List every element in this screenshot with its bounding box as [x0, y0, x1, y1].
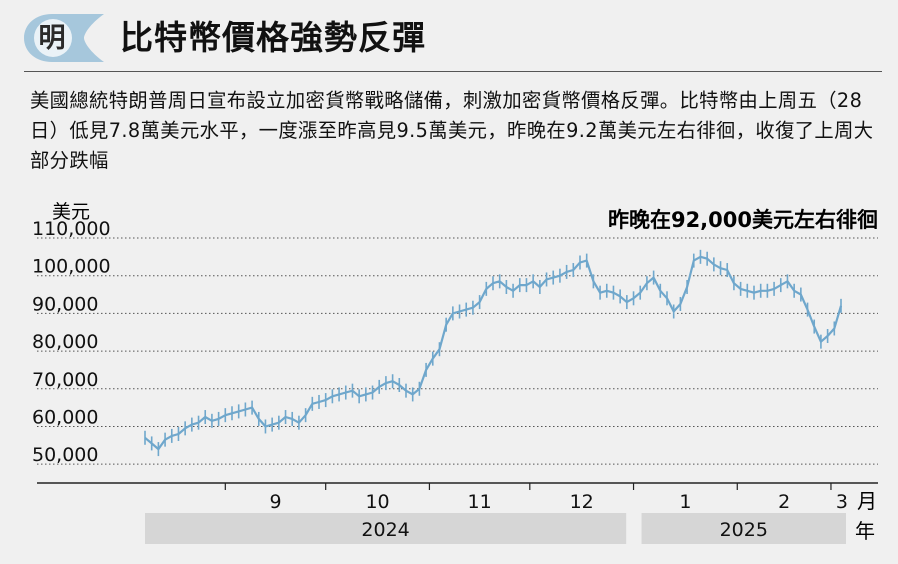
x-tick-label: 12 — [570, 491, 594, 513]
x-tick-label: 2 — [778, 491, 790, 513]
y-tick-label: 50,000 — [32, 444, 98, 466]
y-tick-label: 100,000 — [32, 256, 111, 278]
y-tick-label: 90,000 — [32, 293, 98, 315]
logo-character: 明 — [38, 23, 66, 54]
year-bands: 2024 2025 — [145, 513, 846, 544]
x-tick-label: 1 — [679, 491, 691, 513]
x-tick-label: 11 — [468, 491, 492, 513]
x-tick-label: 3 — [836, 491, 848, 513]
x-tick-label: 9 — [269, 491, 281, 513]
year-band-label: 2025 — [720, 519, 768, 541]
year-band-label: 2024 — [361, 519, 409, 541]
x-axis: 9 10 11 12 1 2 3 — [37, 482, 878, 513]
headline: 比特幣價格強勢反彈 — [120, 18, 426, 57]
price-chart: 2024 2025 9 10 11 12 1 2 3 50,00060,00070,00080… — [32, 201, 878, 544]
chart-annotation: 昨晚在92,000美元左右徘徊 — [608, 208, 878, 232]
year-axis-label: 年 — [855, 519, 875, 543]
header-divider — [24, 71, 882, 72]
x-tick-label: 10 — [365, 491, 389, 513]
article-text: 美國總統特朗普周日宣布設立加密貨幣戰略儲備，刺激加密貨幣價格反彈。比特幣由上周五… — [30, 89, 874, 172]
y-tick-label: 110,000 — [32, 218, 111, 240]
x-axis-unit-label: 月 — [857, 489, 877, 513]
year-band — [641, 513, 846, 544]
logo-badge-icon — [24, 14, 104, 62]
price-series — [144, 249, 843, 457]
y-tick-label: 70,000 — [32, 369, 98, 391]
header: 明 比特幣價格強勢反彈 — [0, 0, 898, 72]
year-band — [145, 513, 627, 544]
y-axis: 50,000 60,000 70,000 80,000 90,000 100,000 110… — [32, 218, 111, 466]
y-tick-label: 60,000 — [32, 406, 98, 428]
gridlines — [37, 237, 878, 465]
y-axis-unit-label: 美元 — [52, 201, 90, 223]
y-tick-label: 80,000 — [32, 331, 98, 353]
